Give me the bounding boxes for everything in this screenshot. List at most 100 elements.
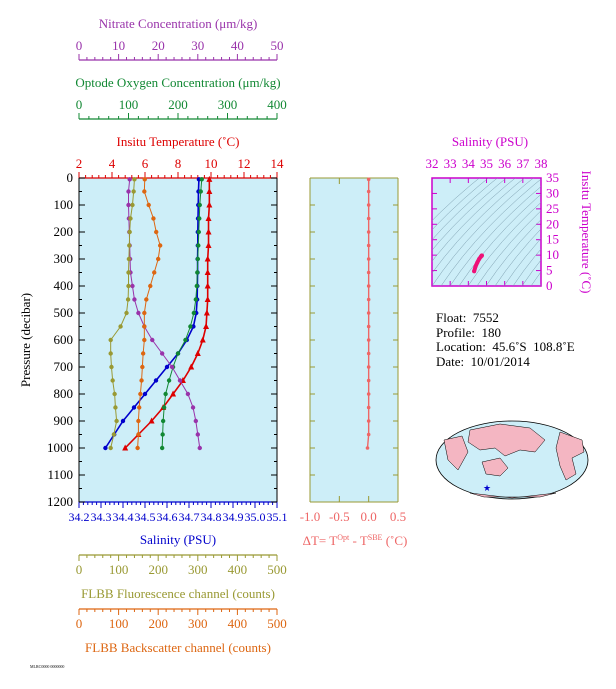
delta-t-point (366, 189, 371, 194)
backscatter-point (136, 405, 142, 410)
ts-density-contour (530, 271, 541, 286)
fluorescence-point (127, 229, 132, 235)
pressure-tick-label: 0 (67, 170, 74, 185)
nitrate-point (159, 351, 165, 356)
fluorescence-point (112, 391, 117, 397)
ts-density-contour (432, 178, 516, 262)
nitrate-point (126, 202, 131, 208)
pressure-tick-label: 200 (54, 224, 74, 239)
salinity-point (164, 364, 170, 370)
ts-density-contour (432, 178, 498, 241)
temperature-point (188, 363, 195, 370)
fluorescence-point (118, 324, 123, 329)
backscatter-tick-label: 300 (188, 616, 208, 631)
temperature-point (206, 175, 213, 182)
backscatter-point (146, 202, 151, 208)
salinity-tick-label: 34.2 (69, 510, 90, 524)
temperature-tick-label: 4 (109, 156, 116, 171)
backscatter-point (156, 256, 161, 262)
backscatter-point (136, 418, 141, 424)
delta-t-panel (310, 178, 398, 502)
delta-t-point (366, 324, 371, 329)
temperature-point (204, 255, 211, 262)
ts-density-contour (449, 186, 541, 286)
salinity-tick-label: 34.9 (223, 510, 244, 524)
nitrate-point (132, 297, 137, 302)
temperature-point (199, 336, 206, 343)
nitrate-point (150, 337, 155, 343)
delta-t-point (366, 203, 371, 207)
pressure-tick-label: 1100 (47, 467, 73, 482)
backscatter-tick-label: 200 (148, 616, 168, 631)
delta-t-axis-title: ΔT= TOpt - TSBE (˚C) (303, 533, 408, 548)
ts-density-contour (432, 178, 525, 274)
ts-inset-point (475, 260, 480, 265)
pressure-tick-label: 1200 (47, 494, 73, 509)
ts-inset-point (479, 253, 484, 258)
profile-number: Profile: 180 (436, 324, 501, 340)
ts-density-contour (432, 178, 507, 251)
fluorescence-tick-label: 100 (109, 562, 129, 577)
ts-density-contour (476, 210, 541, 286)
backscatter-point (139, 378, 144, 383)
delta-t-point (366, 432, 371, 437)
delta-t-point (366, 419, 371, 423)
ts-density-contour (521, 259, 541, 286)
nitrate-point (195, 432, 200, 437)
ts-inset-y-tick-label: 5 (546, 263, 553, 278)
fluorescence-point (128, 216, 133, 221)
salinity-point (131, 405, 137, 410)
world-map: ★ (435, 420, 589, 500)
oxygen-point (160, 418, 166, 424)
ts-inset-panel (432, 178, 541, 286)
backscatter-point (135, 445, 140, 451)
oxygen-point (195, 256, 200, 262)
backscatter-point (140, 351, 146, 356)
oxygen-tick-label: 200 (168, 97, 188, 112)
fluorescence-point (113, 405, 118, 410)
delta-t-tick-label: 0.5 (390, 509, 406, 524)
fluorescence-point (130, 202, 135, 208)
oxygen-point (198, 189, 203, 194)
temperature-axis-title: Insitu Temperature (˚C) (116, 134, 239, 149)
ts-density-contour (432, 178, 480, 221)
oxygen-point (196, 243, 201, 248)
salinity-point (153, 378, 159, 383)
ts-inset-y-tick-label: 25 (546, 201, 559, 216)
fluorescence-tick-label: 400 (228, 562, 248, 577)
oxygen-tick-label: 300 (218, 97, 238, 112)
fluorescence-point (108, 351, 113, 356)
pressure-tick-label: 400 (54, 278, 74, 293)
temperature-tick-label: 14 (271, 156, 285, 171)
oxygen-point (193, 297, 199, 302)
fluorescence-point (109, 364, 114, 370)
backscatter-point (144, 297, 149, 302)
oxygen-point (194, 283, 200, 289)
oxygen-tick-label: 400 (267, 97, 287, 112)
ts-inset-point (473, 264, 478, 269)
ts-inset-y-tick-label: 10 (546, 247, 559, 262)
nitrate-tick-label: 0 (76, 38, 83, 53)
ts-density-contour (432, 178, 489, 231)
oxygen-point (196, 229, 201, 235)
pressure-tick-label: 500 (54, 305, 74, 320)
salinity-axis-title: Salinity (PSU) (140, 532, 216, 547)
nitrate-axis-title: Nitrate Concentration (μm/kg) (99, 16, 258, 31)
salinity-tick-label: 34.5 (135, 510, 156, 524)
fluorescence-tick-label: 500 (267, 562, 287, 577)
delta-t-point (366, 284, 371, 288)
map-landmass-asia (467, 423, 546, 457)
backscatter-point (140, 364, 145, 370)
location: Location: 45.6˚S 108.8˚E (436, 339, 575, 354)
fluorescence-point (108, 445, 113, 451)
backscatter-axis-title: FLBB Backscatter channel (counts) (85, 640, 271, 655)
pressure-tick-label: 700 (54, 359, 74, 374)
ts-inset-x-tick-label: 32 (426, 156, 439, 171)
fluorescence-point (126, 283, 131, 289)
backscatter-point (154, 229, 159, 235)
fluorescence-point (132, 177, 137, 182)
ts-inset-y-tick-label: 30 (546, 185, 559, 200)
nitrate-tick-label: 40 (231, 38, 244, 53)
backscatter-point (136, 432, 141, 437)
delta-t-point (366, 270, 371, 275)
